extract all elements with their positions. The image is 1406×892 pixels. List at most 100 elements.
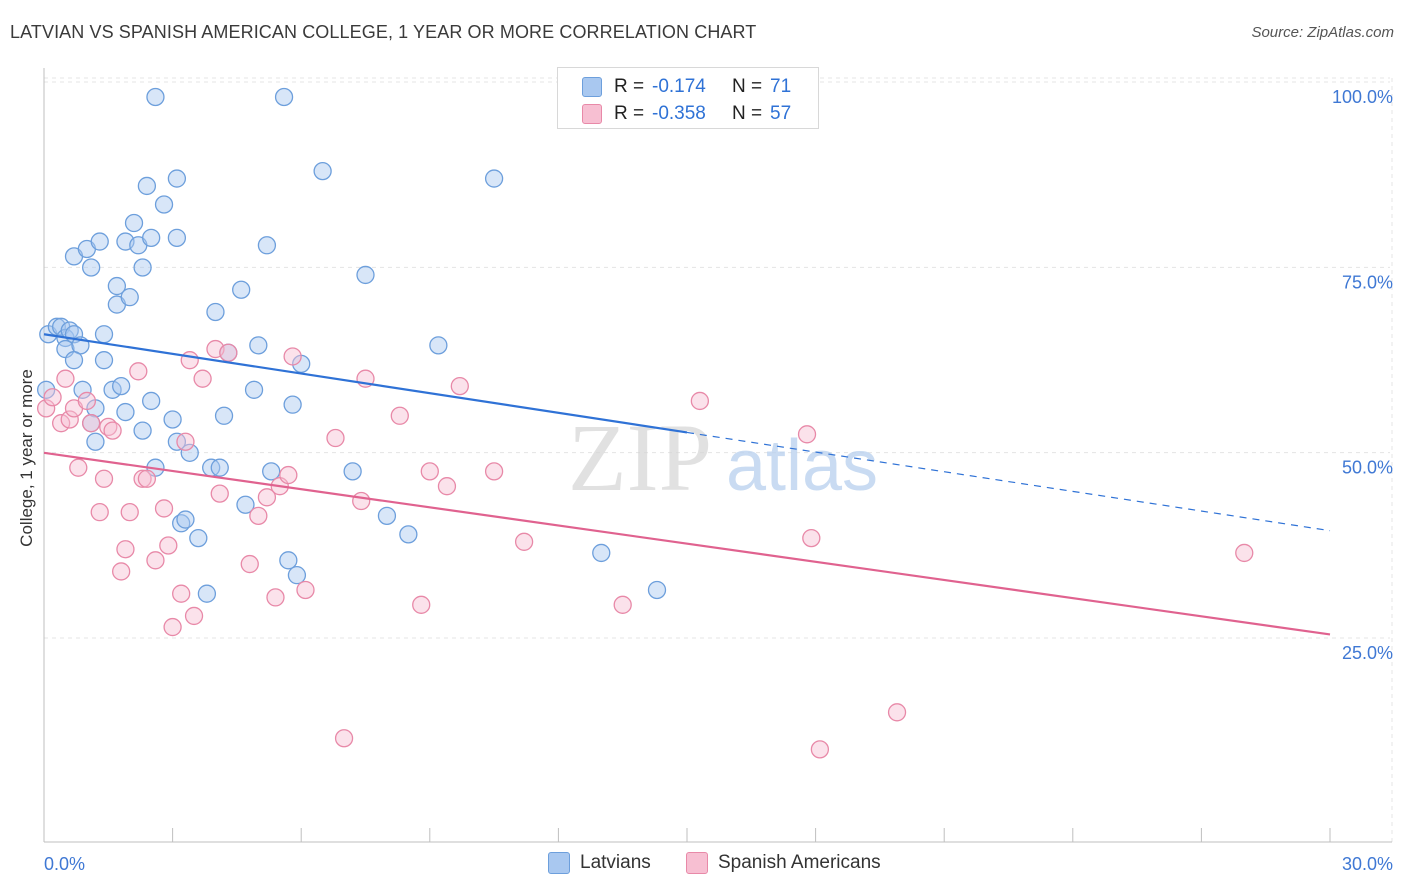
spanish-american-point bbox=[484, 462, 504, 481]
spanish-american-point bbox=[133, 469, 152, 488]
latvian-point bbox=[64, 351, 84, 370]
spanish-american-point bbox=[90, 502, 109, 522]
spanish-american-point bbox=[390, 406, 409, 425]
latvian-point bbox=[73, 380, 92, 399]
latvian-point bbox=[262, 462, 281, 481]
latvian-point bbox=[214, 406, 234, 425]
spanish-american-point bbox=[450, 376, 469, 396]
latvian-point bbox=[484, 169, 504, 188]
latvian-point bbox=[313, 161, 332, 181]
spanish-american-point bbox=[296, 580, 315, 600]
latvian-point bbox=[343, 462, 362, 481]
series-legend-spanish-americans[interactable]: Spanish Americans bbox=[686, 852, 881, 874]
latvian-point bbox=[116, 402, 135, 422]
legend-r-value: -0.174 bbox=[652, 76, 706, 97]
correlation-legend: R = -0.174 N = 71 R = -0.358 N = 57 bbox=[557, 67, 819, 129]
y-tick-label: 75.0% bbox=[1342, 272, 1393, 292]
series-legend-label: Latvians bbox=[580, 852, 651, 873]
spanish-american-point bbox=[69, 458, 88, 477]
latvian-point bbox=[137, 176, 157, 196]
watermark: ZIP atlas bbox=[568, 404, 878, 511]
spanish-american-point bbox=[159, 536, 178, 555]
spanish-american-point bbox=[43, 388, 62, 407]
latvian-point bbox=[236, 495, 255, 514]
legend-r-label: R = bbox=[614, 76, 645, 97]
latvian-point bbox=[377, 506, 397, 526]
legend-n-label: N = bbox=[732, 103, 763, 124]
spanish-american-point bbox=[420, 462, 439, 481]
latvian-point bbox=[167, 169, 187, 188]
spanish-american-point bbox=[412, 595, 431, 614]
latvian-point bbox=[647, 580, 667, 600]
series-legend-latvians[interactable]: Latvians bbox=[548, 852, 651, 874]
spanish-american-point bbox=[36, 399, 56, 418]
latvian-point bbox=[146, 87, 165, 107]
watermark-zip: ZIP bbox=[568, 404, 712, 511]
spanish-american-point bbox=[82, 414, 101, 433]
chart-source: Source: ZipAtlas.com bbox=[1251, 24, 1394, 41]
latvian-point bbox=[90, 232, 109, 251]
latvian-point bbox=[210, 458, 229, 477]
latvian-point bbox=[180, 443, 199, 462]
spanish-american-point bbox=[184, 606, 204, 626]
spanish-american-point bbox=[193, 369, 212, 388]
grid-layer bbox=[44, 77, 1393, 842]
watermark-atlas: atlas bbox=[726, 426, 878, 506]
spanish-american-point bbox=[112, 562, 131, 581]
latvian-point bbox=[142, 228, 161, 248]
latvian-point bbox=[257, 236, 277, 255]
x-tick-label-max: 30.0% bbox=[1342, 854, 1393, 874]
latvian-point bbox=[197, 584, 217, 603]
latvian-point bbox=[112, 376, 131, 396]
legend-row-latvians: R = -0.174 N = 71 bbox=[582, 74, 791, 100]
latvian-point bbox=[133, 421, 152, 440]
spanish-american-point bbox=[326, 428, 345, 448]
latvian-point bbox=[36, 380, 56, 399]
spanish-american-point bbox=[94, 469, 114, 488]
spanish-american-point bbox=[797, 425, 817, 444]
trend-layer bbox=[43, 333, 1331, 636]
spanish-american-point bbox=[180, 351, 199, 370]
spanish-american-point bbox=[514, 532, 534, 551]
latvian-trendline bbox=[43, 333, 688, 434]
spanish-american-point bbox=[249, 506, 268, 526]
spanish-american-point bbox=[116, 540, 135, 559]
spanish-american-point bbox=[437, 477, 457, 496]
latvian-point bbox=[592, 543, 611, 563]
spanish-american-point bbox=[219, 343, 238, 362]
spanish-american-point bbox=[613, 595, 632, 614]
latvian-point bbox=[154, 195, 174, 214]
spanish-american-point bbox=[56, 369, 75, 388]
spanish-american-point bbox=[77, 391, 97, 411]
spanish-american-point bbox=[146, 551, 165, 570]
latvian-point bbox=[82, 258, 101, 277]
spanish-american-trendline bbox=[43, 451, 1331, 636]
spanish-american-point bbox=[163, 617, 182, 637]
spanish-american-point bbox=[810, 740, 830, 759]
spanish-american-point bbox=[352, 491, 371, 511]
latvian-point bbox=[399, 525, 418, 544]
series-legend: Latvians Spanish Americans bbox=[0, 852, 1406, 876]
spanish-american-point bbox=[1235, 543, 1254, 563]
latvian-trendline-extension bbox=[686, 431, 1331, 532]
latvian-point bbox=[142, 391, 161, 411]
latvian-point bbox=[189, 528, 208, 548]
spanish-american-point bbox=[240, 554, 259, 574]
y-tick-label: 25.0% bbox=[1342, 643, 1393, 663]
legend-swatch-blue bbox=[582, 77, 602, 97]
y-tick-label: 100.0% bbox=[1332, 87, 1393, 107]
latvian-point bbox=[274, 87, 294, 107]
series-legend-label: Spanish Americans bbox=[718, 852, 881, 873]
spanish-american-point bbox=[266, 588, 285, 607]
latvian-point bbox=[176, 510, 195, 529]
legend-r-value: -0.358 bbox=[652, 103, 706, 124]
spanish-american-point bbox=[334, 729, 354, 748]
latvian-point bbox=[249, 336, 268, 355]
spanish-american-point bbox=[802, 528, 821, 548]
spanish-american-point bbox=[129, 362, 148, 381]
latvian-point bbox=[244, 380, 264, 399]
legend-n-value: 57 bbox=[770, 103, 792, 124]
legend-n-label: N = bbox=[732, 76, 763, 97]
